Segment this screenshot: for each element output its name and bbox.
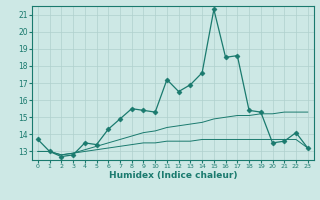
X-axis label: Humidex (Indice chaleur): Humidex (Indice chaleur) xyxy=(108,171,237,180)
